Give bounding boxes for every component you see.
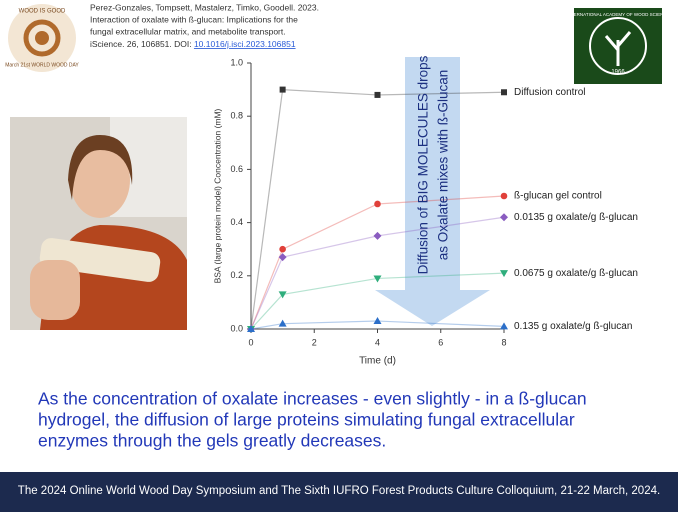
logo-text: INTERNATIONAL ACADEMY OF WOOD SCIENCE — [566, 12, 669, 17]
logo-ring — [589, 17, 647, 75]
x-tick-label: 6 — [438, 337, 443, 347]
citation-line: fungal extracellular matrix, and metabol… — [90, 26, 286, 36]
data-point — [373, 317, 382, 325]
data-point — [500, 322, 508, 330]
citation-line: iScience. 26, 106851. DOI: 10.1016/j.isc… — [90, 39, 296, 49]
y-tick-label: 0.6 — [230, 164, 243, 174]
annotation-text: Diffusion of BIG MOLECULES drops — [416, 55, 431, 274]
y-tick-label: 0.4 — [230, 217, 243, 227]
series-label: ß-glucan gel control — [514, 191, 602, 202]
y-tick-label: 1.0 — [230, 57, 243, 67]
data-point — [279, 86, 286, 93]
x-tick-label: 4 — [375, 337, 380, 347]
y-axis-label: BSA (large protein model) Concentration … — [212, 108, 222, 283]
data-point — [278, 253, 287, 262]
logo-year: 1966 — [611, 70, 625, 76]
data-point — [373, 275, 382, 283]
badge-core — [35, 31, 49, 45]
series-label: 0.135 g oxalate/g ß-glucan — [514, 321, 632, 332]
data-point — [278, 291, 287, 299]
data-point — [374, 200, 381, 208]
caption-line: hydrogel, the diffusion of large protein… — [38, 410, 575, 430]
x-tick-label: 0 — [248, 337, 253, 347]
badge-rings — [23, 19, 61, 57]
footer-text: The 2024 Online World Wood Day Symposium… — [18, 485, 660, 497]
data-point — [500, 213, 508, 222]
photo-face — [70, 142, 130, 218]
footer-bar — [0, 472, 678, 512]
y-tick-label: 0.2 — [230, 270, 243, 280]
photo-tube — [39, 238, 161, 282]
annotation-arrow — [375, 57, 490, 326]
x-axis-label: Time (d) — [359, 356, 396, 367]
citation-text: iScience. 26, 106851. DOI: — [90, 39, 194, 49]
x-tick-label: 2 — [312, 337, 317, 347]
series-line — [250, 88, 505, 330]
x-tick-label: 8 — [501, 337, 506, 347]
series-line — [250, 320, 505, 330]
photo-hand — [30, 260, 80, 320]
badge-top: WOOD IS GOOD — [19, 9, 66, 15]
citation-line: Perez-Gonzales, Tompsett, Mastalerz, Tim… — [90, 2, 319, 12]
annotation-text: as Oxalate mixes with ß-Glucan — [436, 70, 451, 261]
data-point — [501, 89, 507, 96]
doi-link[interactable]: 10.1016/j.isci.2023.106851 — [194, 39, 296, 49]
series-label: 0.0675 g oxalate/g ß-glucan — [514, 268, 638, 279]
caption-line: As the concentration of oxalate increase… — [38, 389, 587, 409]
series-line — [250, 216, 505, 330]
data-point — [500, 270, 508, 278]
data-point — [279, 245, 286, 253]
data-point — [278, 319, 287, 327]
badge-bottom: March 21st WORLD WOOD DAY — [5, 62, 79, 68]
photo — [10, 117, 187, 330]
logo-tree — [604, 31, 632, 66]
series-label: 0.0135 g oxalate/g ß-glucan — [514, 212, 638, 223]
caption-line: enzymes through the gels greatly decreas… — [38, 431, 386, 451]
y-tick-label: 0.8 — [230, 111, 243, 121]
data-point — [247, 325, 255, 332]
data-point — [373, 231, 382, 240]
series-line — [250, 272, 505, 330]
y-tick-label: 0.0 — [230, 323, 243, 333]
photo-hair — [68, 135, 133, 200]
data-point — [374, 91, 381, 98]
series-label: Diffusion control — [514, 87, 586, 98]
series-line — [250, 195, 505, 330]
citation-line: Interaction of oxalate with ß-glucan: Im… — [90, 14, 298, 24]
data-point — [500, 192, 508, 200]
